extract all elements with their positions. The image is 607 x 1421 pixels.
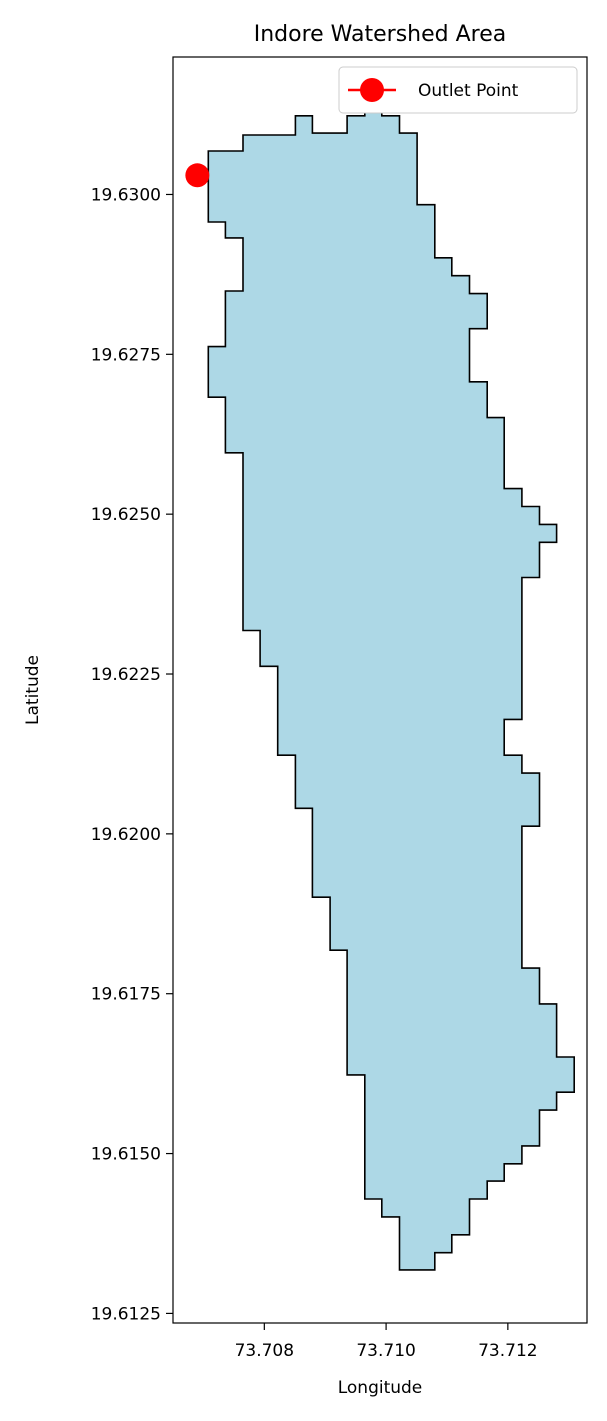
chart-title: Indore Watershed Area <box>254 22 507 47</box>
legend-label: Outlet Point <box>418 81 519 101</box>
axes-frame <box>172 56 588 1324</box>
outlet-point-marker <box>185 163 210 188</box>
y-tick-label: 19.6225 <box>91 665 161 685</box>
y-tick-label: 19.6175 <box>91 985 161 1005</box>
y-tick-label: 19.6200 <box>91 825 161 845</box>
axes: 73.708 73.710 73.712 19.6125 19.6150 19.6175 1… <box>91 185 538 1361</box>
y-axis-label: Latitude <box>23 655 43 725</box>
legend: Outlet Point <box>338 66 578 114</box>
x-tick-label: 73.712 <box>478 1341 537 1361</box>
y-tick-label: 19.6300 <box>91 185 161 205</box>
y-tick-label: 19.6125 <box>91 1304 161 1324</box>
x-tick-label: 73.710 <box>356 1341 415 1361</box>
y-tick-label: 19.6250 <box>91 505 161 525</box>
plot-area <box>185 97 576 1271</box>
watershed-polygon <box>207 97 576 1271</box>
y-tick-label: 19.6150 <box>91 1145 161 1165</box>
x-tick-label: 73.708 <box>235 1341 294 1361</box>
y-tick-label: 19.6275 <box>91 345 161 365</box>
x-axis-label: Longitude <box>338 1378 423 1398</box>
legend-box <box>338 66 578 114</box>
legend-marker-swatch <box>360 78 384 102</box>
